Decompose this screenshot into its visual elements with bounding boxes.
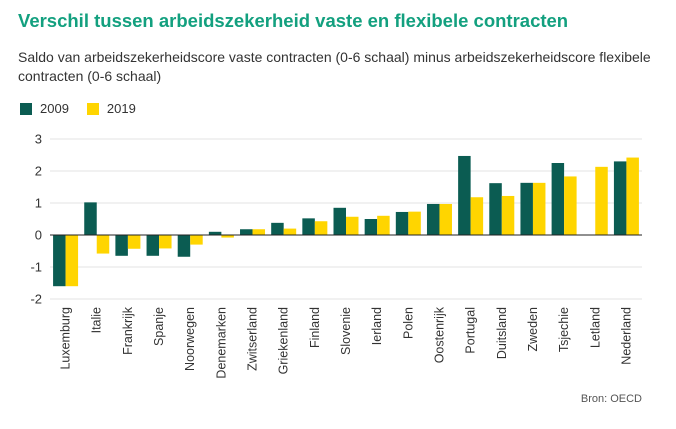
x-tick-label: Ierland	[370, 307, 384, 345]
bar-2019-oostenrijk	[439, 203, 452, 235]
x-tick-label: Griekenland	[277, 307, 291, 374]
bar-2009-nederland	[613, 161, 627, 235]
bar-2019-luxemburg	[65, 235, 79, 287]
bar-2019-portugal	[470, 197, 484, 235]
bar-2019-frankrijk	[127, 235, 141, 249]
bar-2009-slovenie	[333, 207, 346, 235]
legend-swatch-2019	[86, 102, 99, 115]
bar-2019-ierland	[377, 215, 390, 235]
bar-2009-ierland	[364, 219, 378, 235]
bar-2019-nederland	[626, 157, 639, 235]
bar-2019-tsjechie	[564, 176, 577, 235]
y-tick-label: -1	[30, 260, 42, 275]
bar-2009-portugal	[458, 155, 471, 235]
bar-2019-italie	[96, 235, 110, 254]
x-tick-label: Italie	[90, 307, 104, 333]
bar-2009-oostenrijk	[426, 203, 440, 235]
x-tick-label: Letland	[588, 307, 602, 348]
bar-2009-zweden	[520, 182, 533, 235]
y-tick-label: -2	[30, 292, 42, 307]
legend-swatch-2009	[20, 102, 32, 115]
bar-2019-noorwegen	[190, 235, 203, 245]
bar-2009-luxemburg	[53, 235, 66, 287]
legend-label-2019: 2019	[106, 101, 136, 116]
bar-2009-polen	[395, 211, 409, 235]
x-tick-label: Slovenie	[339, 307, 353, 355]
y-tick-label: 3	[35, 132, 42, 147]
bar-2009-italie	[84, 202, 97, 235]
x-tick-label: Frankrijk	[121, 306, 135, 355]
y-tick-label: 0	[35, 228, 42, 243]
bar-2009-zwitserland	[240, 229, 253, 235]
x-tick-label: Oostenrijk	[432, 306, 446, 363]
bar-2009-denemarken	[208, 231, 222, 235]
bar-2009-tsjechie	[551, 163, 565, 235]
x-tick-label: Finland	[308, 307, 322, 348]
bar-2019-denemarken	[221, 235, 234, 238]
bar-2009-noorwegen	[177, 235, 191, 257]
source-note: Bron: OECD	[580, 393, 642, 405]
x-tick-label: Spanje	[152, 307, 166, 346]
bar-2019-spanje	[159, 235, 172, 249]
y-tick-label: 1	[35, 196, 42, 211]
x-tick-label: Denemarken	[214, 307, 228, 379]
x-tick-label: Luxemburg	[59, 307, 73, 370]
bar-2019-finland	[314, 221, 328, 235]
legend-label-2009: 2009	[40, 101, 69, 116]
x-tick-label: Zwitserland	[246, 307, 260, 371]
bar-2019-griekenland	[283, 228, 297, 235]
x-tick-label: Portugal	[464, 307, 478, 354]
x-tick-label: Zweden	[526, 307, 540, 352]
bar-2009-finland	[302, 218, 315, 235]
legend-item-2019: 2019	[86, 101, 136, 116]
legend-item-2009: 2009	[20, 101, 69, 116]
bar-2009-frankrijk	[115, 235, 128, 256]
bar-2019-polen	[408, 211, 421, 235]
x-tick-label: Polen	[401, 307, 415, 339]
bar-2009-spanje	[146, 235, 160, 256]
x-tick-label: Noorwegen	[183, 307, 197, 371]
x-tick-label: Tsjechie	[557, 307, 571, 352]
bar-2019-zweden	[532, 182, 546, 235]
chart-title: Verschil tussen arbeidszekerheid vaste e…	[18, 10, 569, 31]
bar-2019-slovenie	[346, 216, 359, 235]
bar-2019-duitsland	[501, 195, 515, 235]
legend: 2009 2019	[20, 101, 154, 116]
chart-subtitle: Saldo van arbeidszekerheidscore vaste co…	[18, 49, 651, 84]
y-tick-label: 2	[35, 164, 42, 179]
x-tick-label: Nederland	[619, 307, 633, 365]
bar-2009-duitsland	[489, 183, 502, 235]
bar-2009-griekenland	[271, 222, 284, 235]
x-tick-label: Duitsland	[495, 307, 509, 359]
bar-2019-zwitserland	[252, 229, 266, 235]
bar-2019-letland	[595, 166, 608, 235]
